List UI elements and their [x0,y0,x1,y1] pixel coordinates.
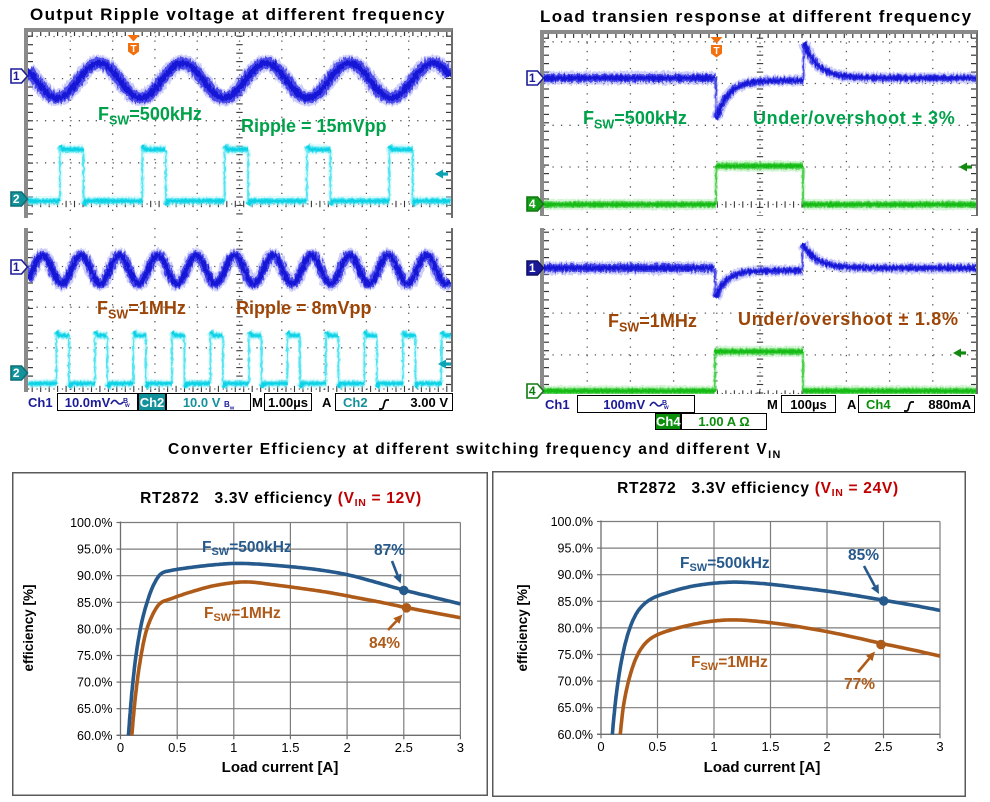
svg-text:4: 4 [529,197,536,211]
svg-text:B: B [123,398,128,405]
svg-text:T: T [130,44,136,55]
svg-text:60.0%: 60.0% [558,728,593,742]
svg-text:0: 0 [117,740,124,755]
svg-text:3: 3 [457,740,464,755]
svg-text:2.5: 2.5 [874,739,892,754]
svg-text:FSW=500kHz: FSW=500kHz [680,555,770,574]
svg-text:1.5: 1.5 [761,739,779,754]
svg-text:Load current [A]: Load current [A] [704,759,821,776]
svg-text:w: w [124,403,130,408]
svg-text:B: B [662,400,667,407]
svg-text:100.0%: 100.0% [70,516,112,530]
svg-text:0.5: 0.5 [648,739,666,754]
svg-text:85.0%: 85.0% [558,595,593,609]
svg-text:80.0%: 80.0% [558,621,593,635]
svg-text:FSW=1MHz: FSW=1MHz [204,605,281,624]
svg-text:95.0%: 95.0% [558,542,593,556]
svg-text:90.0%: 90.0% [77,569,112,583]
svg-text:75.0%: 75.0% [77,649,112,663]
svg-text:1: 1 [13,260,20,274]
svg-text:70.0%: 70.0% [77,676,112,690]
svg-text:87%: 87% [374,542,405,559]
svg-text:85.0%: 85.0% [77,596,112,610]
svg-text:1: 1 [230,740,237,755]
svg-text:84%: 84% [369,635,400,652]
svg-text:95.0%: 95.0% [77,543,112,557]
svg-text:1: 1 [13,69,20,83]
svg-text:0.5: 0.5 [168,740,186,755]
svg-text:T: T [713,46,719,57]
svg-text:80.0%: 80.0% [77,622,112,636]
svg-text:2: 2 [823,739,830,754]
svg-text:FSW=1MHz: FSW=1MHz [691,654,768,673]
svg-text:4: 4 [529,384,536,398]
svg-text:2: 2 [13,366,20,380]
svg-text:100.0%: 100.0% [551,515,593,529]
svg-text:90.0%: 90.0% [558,568,593,582]
svg-text:3: 3 [936,739,943,754]
svg-text:2.5: 2.5 [395,740,413,755]
svg-text:RT2872 3.3V efficiency (VIN: RT2872 3.3V efficiency (VIN = 12V) [140,490,422,509]
svg-text:1: 1 [529,71,536,85]
svg-text:1: 1 [529,261,536,275]
svg-text:60.0%: 60.0% [77,729,112,743]
svg-text:85%: 85% [848,547,879,564]
svg-text:65.0%: 65.0% [77,702,112,716]
svg-text:FSW=500kHz: FSW=500kHz [202,539,292,558]
svg-text:77%: 77% [844,676,875,693]
svg-text:0: 0 [597,739,604,754]
svg-text:2: 2 [13,192,20,206]
svg-text:75.0%: 75.0% [558,648,593,662]
svg-text:Load current [A]: Load current [A] [222,759,339,776]
svg-text:70.0%: 70.0% [558,675,593,689]
svg-text:RT2872 3.3V efficiency (VIN: RT2872 3.3V efficiency (VIN = 24V) [617,480,899,499]
svg-text:2: 2 [343,740,350,755]
svg-text:1.5: 1.5 [281,740,299,755]
svg-text:w: w [663,405,669,410]
svg-text:1: 1 [710,739,717,754]
svg-text:65.0%: 65.0% [558,701,593,715]
svg-text:efficiency [%]: efficiency [%] [21,584,36,671]
svg-text:efficiency [%]: efficiency [%] [515,584,530,671]
